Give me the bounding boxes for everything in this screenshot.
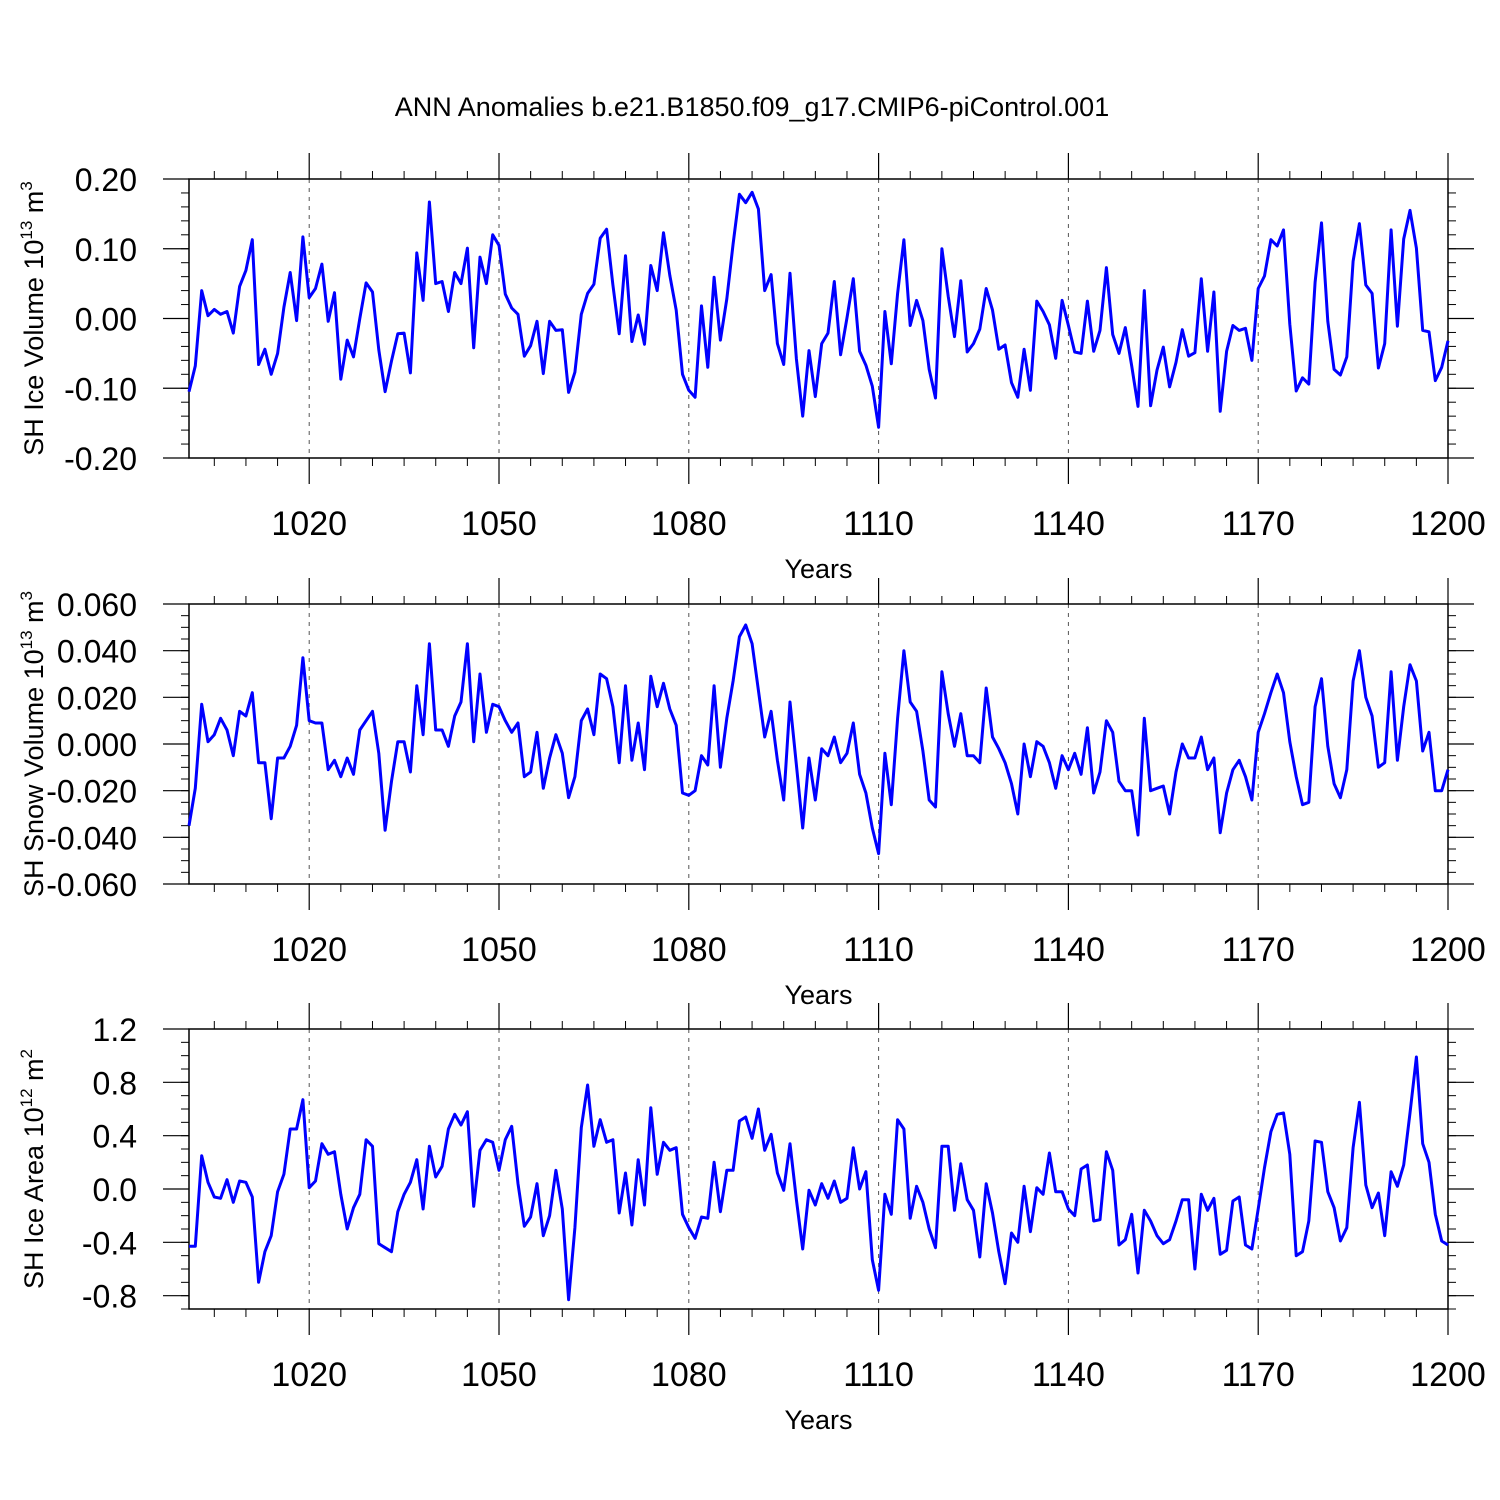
y-tick-label: 0.00 xyxy=(75,302,137,338)
x-tick-label: 1080 xyxy=(651,931,727,969)
y-tick-label: 0.040 xyxy=(57,634,137,670)
x-tick-label: 1110 xyxy=(843,931,914,969)
plot-frame xyxy=(188,1028,1449,1310)
data-series-line xyxy=(187,190,1450,429)
x-tick-label: 1200 xyxy=(1410,505,1486,543)
y-axis-title-unit: m xyxy=(19,600,49,630)
x-tick-label: 1020 xyxy=(271,505,347,543)
figure-title: ANN Anomalies b.e21.B1850.f09_g17.CMIP6-… xyxy=(395,92,1109,122)
x-tick-label: 1140 xyxy=(1032,505,1105,543)
y-axis-title-unit-exponent: 2 xyxy=(17,1049,36,1058)
chart-panel-2: 1020 1050 1080 1110 1140 1170 1200 Years -0.060 -… xyxy=(17,578,1486,1010)
data-series-line xyxy=(187,623,1450,856)
x-tick-label: 1110 xyxy=(843,1356,914,1394)
x-tick-label: 1110 xyxy=(843,505,914,543)
y-axis-title-unit: m xyxy=(19,1058,49,1088)
y-tick-label: -0.4 xyxy=(82,1225,137,1261)
data-series-line xyxy=(189,1055,1449,1302)
x-tick-label: 1140 xyxy=(1032,931,1105,969)
x-tick-label: 1200 xyxy=(1410,1356,1486,1394)
y-axis-title-main: SH Ice Volume 10 xyxy=(19,240,49,456)
x-tick-label: 1200 xyxy=(1410,931,1486,969)
y-axis-title: SH Ice Area 1012 m2 xyxy=(17,1049,49,1289)
y-axis-title-unit: m xyxy=(19,191,49,221)
y-tick-label: 0.20 xyxy=(75,162,137,198)
x-tick-label: 1080 xyxy=(651,1356,727,1394)
plot-frame xyxy=(188,178,1449,459)
x-tick-label: 1020 xyxy=(271,931,347,969)
y-tick-label: -0.020 xyxy=(46,774,137,810)
y-axis-title-unit-exponent: 3 xyxy=(17,591,36,600)
y-tick-label: 0.060 xyxy=(57,587,137,623)
y-axis-title-exponent: 12 xyxy=(17,1088,36,1107)
y-tick-label: 0.10 xyxy=(75,232,137,268)
y-tick-label: 0.4 xyxy=(93,1119,137,1155)
x-axis-title: Years xyxy=(784,554,852,584)
x-tick-label: 1170 xyxy=(1222,505,1295,543)
x-tick-label: 1170 xyxy=(1222,1356,1295,1394)
x-tick-label: 1050 xyxy=(461,1356,537,1394)
y-tick-label: 1.2 xyxy=(93,1012,137,1048)
y-tick-label: -0.060 xyxy=(46,867,137,903)
x-axis-title: Years xyxy=(784,1405,852,1435)
y-axis-title-main: SH Snow Volume 10 xyxy=(19,649,49,897)
y-tick-label: 0.0 xyxy=(93,1172,137,1208)
y-tick-label: -0.10 xyxy=(64,371,137,407)
y-axis-title-exponent: 13 xyxy=(17,630,36,649)
x-tick-label: 1020 xyxy=(271,1356,347,1394)
x-tick-label: 1140 xyxy=(1032,1356,1105,1394)
x-tick-label: 1080 xyxy=(651,505,727,543)
y-tick-label: -0.20 xyxy=(64,441,137,477)
y-tick-label: 0.020 xyxy=(57,680,137,716)
x-tick-label: 1050 xyxy=(461,505,537,543)
x-axis-title: Years xyxy=(784,980,852,1010)
y-axis-title-exponent: 13 xyxy=(17,221,36,240)
y-tick-label: 0.000 xyxy=(57,727,137,763)
chart-panel-3: 1020 1050 1080 1110 1140 1170 1200 Years -0.8 -0.… xyxy=(17,1003,1486,1435)
x-tick-label: 1170 xyxy=(1222,931,1295,969)
y-axis-title-unit-exponent: 3 xyxy=(17,181,36,190)
chart-panel-1: 1020 1050 1080 1110 1140 1170 1200 Years -0.20 -0… xyxy=(17,153,1486,584)
y-axis-title: SH Snow Volume 1013 m3 xyxy=(17,591,49,897)
panels: 1020 1050 1080 1110 1140 1170 1200 Years -0.20 -0… xyxy=(17,153,1486,1435)
y-axis-title-main: SH Ice Area 10 xyxy=(19,1107,49,1289)
y-tick-label: 0.8 xyxy=(93,1065,137,1101)
y-tick-label: -0.040 xyxy=(46,820,137,856)
x-tick-label: 1050 xyxy=(461,931,537,969)
y-axis-title: SH Ice Volume 1013 m3 xyxy=(17,181,49,456)
y-tick-label: -0.8 xyxy=(82,1279,137,1315)
